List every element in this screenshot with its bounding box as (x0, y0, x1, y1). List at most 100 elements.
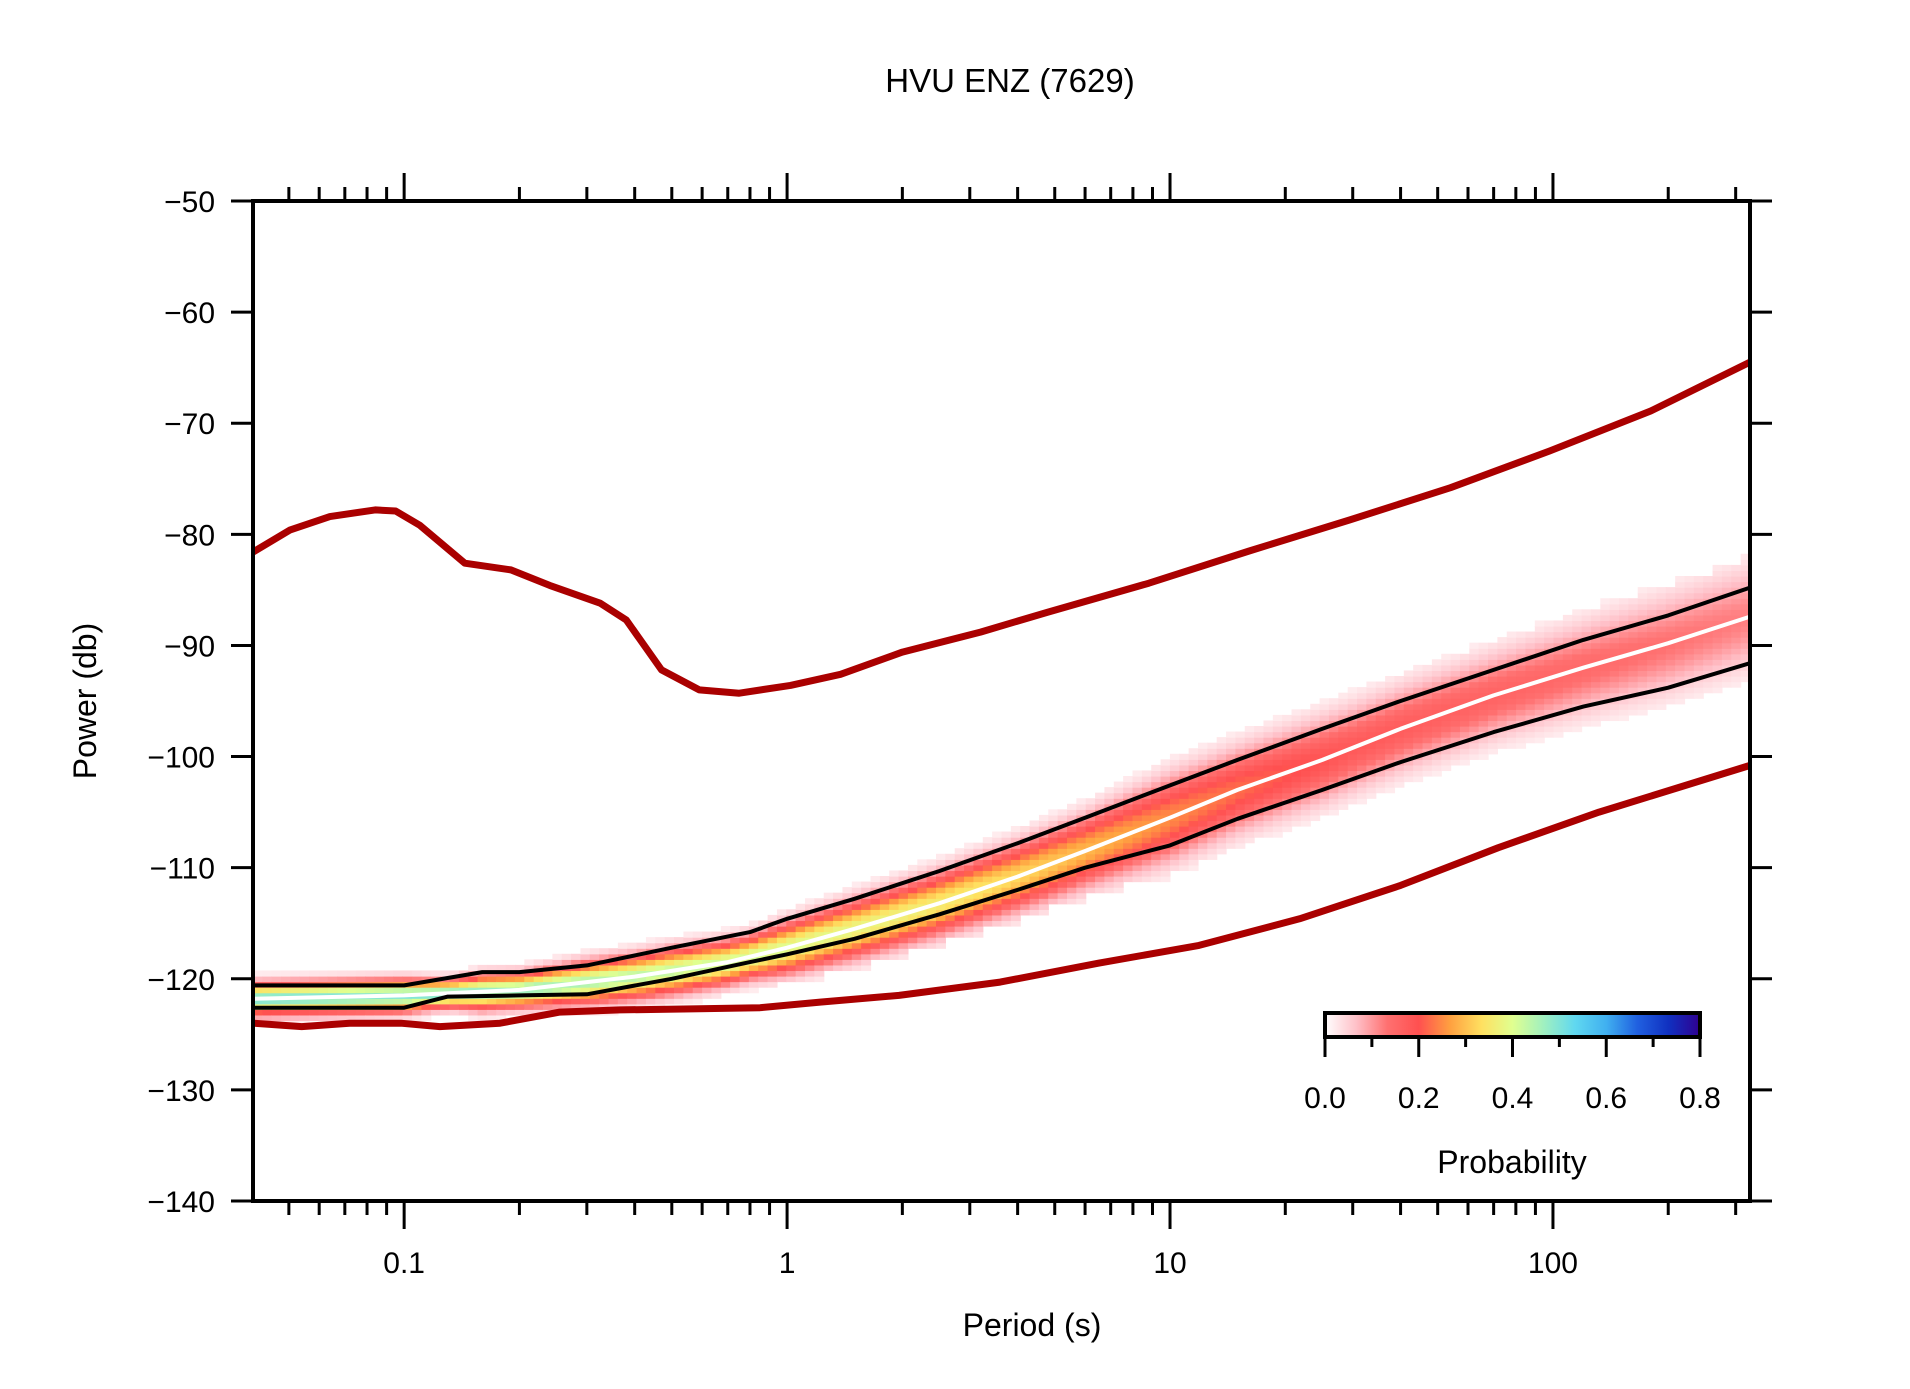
pdf-cell (823, 920, 834, 927)
pdf-cell (477, 964, 488, 972)
pdf-cell (851, 920, 862, 927)
pdf-cell (1403, 748, 1414, 755)
pdf-cell (1637, 598, 1648, 605)
pdf-cell (1197, 809, 1208, 816)
pdf-cell (1525, 631, 1536, 638)
pdf-cell (561, 976, 572, 983)
pdf-cell (1469, 709, 1480, 716)
pdf-cell (954, 853, 965, 860)
x-tick-label: 10 (1153, 1247, 1186, 1280)
pdf-cell (1628, 631, 1639, 638)
pdf-cell (440, 970, 451, 977)
x-tick-label: 100 (1528, 1247, 1578, 1280)
pdf-cell (1319, 742, 1330, 749)
pdf-cell (964, 887, 975, 894)
pdf-cell (1057, 859, 1068, 866)
pdf-cell (1525, 676, 1536, 683)
pdf-cell (1338, 737, 1349, 744)
pdf-cell (1179, 781, 1190, 788)
pdf-cell (1459, 726, 1470, 733)
pdf-cell (1525, 709, 1536, 716)
pdf-cell (1113, 792, 1124, 799)
pdf-cell (655, 981, 666, 988)
pdf-cell (1385, 709, 1396, 716)
pdf-cell (1328, 703, 1339, 710)
pdf-cell (889, 887, 900, 894)
pdf-cell (1544, 731, 1555, 738)
pdf-cell (1357, 798, 1367, 805)
pdf-cell (1357, 776, 1367, 783)
pdf-cell (1188, 837, 1199, 844)
pdf-cell (823, 892, 834, 899)
pdf-cell (1347, 792, 1358, 799)
pdf-cell (1141, 814, 1152, 822)
pdf-cell (1020, 903, 1031, 910)
pdf-cell (842, 914, 853, 922)
pdf-cell (1272, 826, 1283, 833)
pdf-cell (1010, 870, 1021, 877)
pdf-cell (870, 953, 881, 960)
pdf-cell (1291, 770, 1302, 777)
pdf-cell (795, 909, 806, 916)
pdf-cell (1095, 792, 1106, 799)
pdf-cell (1113, 842, 1124, 849)
pdf-cell (1712, 592, 1723, 599)
pdf-cell (1029, 837, 1040, 844)
pdf-cell (1366, 742, 1377, 749)
pdf-cell (1272, 787, 1283, 794)
pdf-cell (1665, 653, 1676, 660)
pdf-cell (486, 1003, 497, 1010)
pdf-cell (1534, 620, 1545, 627)
pdf-cell (1104, 787, 1115, 794)
pdf-cell (468, 1014, 479, 1022)
pdf-cell (1675, 642, 1686, 649)
pdf-cell (496, 998, 507, 1005)
pdf-cell (1712, 659, 1723, 666)
pdf-cell (1441, 653, 1452, 660)
pdf-cell (1076, 842, 1087, 849)
pdf-cell (1394, 776, 1405, 783)
x-tick-label: 1 (779, 1247, 796, 1280)
pdf-cell (1010, 920, 1021, 927)
pdf-cell (1254, 726, 1265, 733)
pdf-cell (1422, 681, 1433, 688)
pdf-cell (1525, 698, 1536, 705)
pdf-cell (627, 948, 638, 955)
pdf-cell (1375, 720, 1386, 727)
pdf-cell (1693, 642, 1704, 649)
pdf-cell (1197, 776, 1208, 783)
pdf-cell (1188, 792, 1199, 799)
pdf-cell (1394, 681, 1405, 688)
pdf-cell (1712, 687, 1723, 694)
pdf-cell (870, 892, 881, 899)
pdf-cell (889, 870, 900, 877)
pdf-cell (1675, 664, 1686, 672)
pdf-cell (1319, 759, 1330, 766)
pdf-cell (383, 987, 394, 994)
pdf-cell (1712, 587, 1723, 594)
pdf-cell (1282, 803, 1293, 810)
pdf-cell (926, 909, 937, 916)
pdf-cell (1469, 714, 1480, 722)
pdf-cell (1450, 692, 1461, 699)
pdf-cell (561, 959, 572, 966)
pdf-cell (1366, 759, 1377, 766)
pdf-cell (889, 942, 900, 949)
pdf-cell (851, 959, 862, 966)
pdf-cell (1712, 642, 1723, 649)
pdf-cell (1600, 626, 1611, 633)
pdf-cell (1431, 698, 1442, 705)
pdf-cell (1665, 687, 1676, 694)
pdf-cell (861, 898, 872, 905)
pdf-cell (1319, 803, 1330, 810)
colorbar-ticks: 0.0 0.2 0.4 0.6 0.8 (1304, 1037, 1721, 1115)
pdf-cell (1534, 626, 1545, 633)
pdf-cell (1282, 759, 1293, 766)
pdf-cell (645, 959, 656, 966)
pdf-cell (776, 970, 787, 977)
pdf-cell (1132, 864, 1143, 872)
pdf-cell (992, 859, 1003, 866)
pdf-cell (870, 898, 881, 905)
pdf-cell (776, 920, 787, 927)
pdf-cell (1282, 787, 1293, 794)
